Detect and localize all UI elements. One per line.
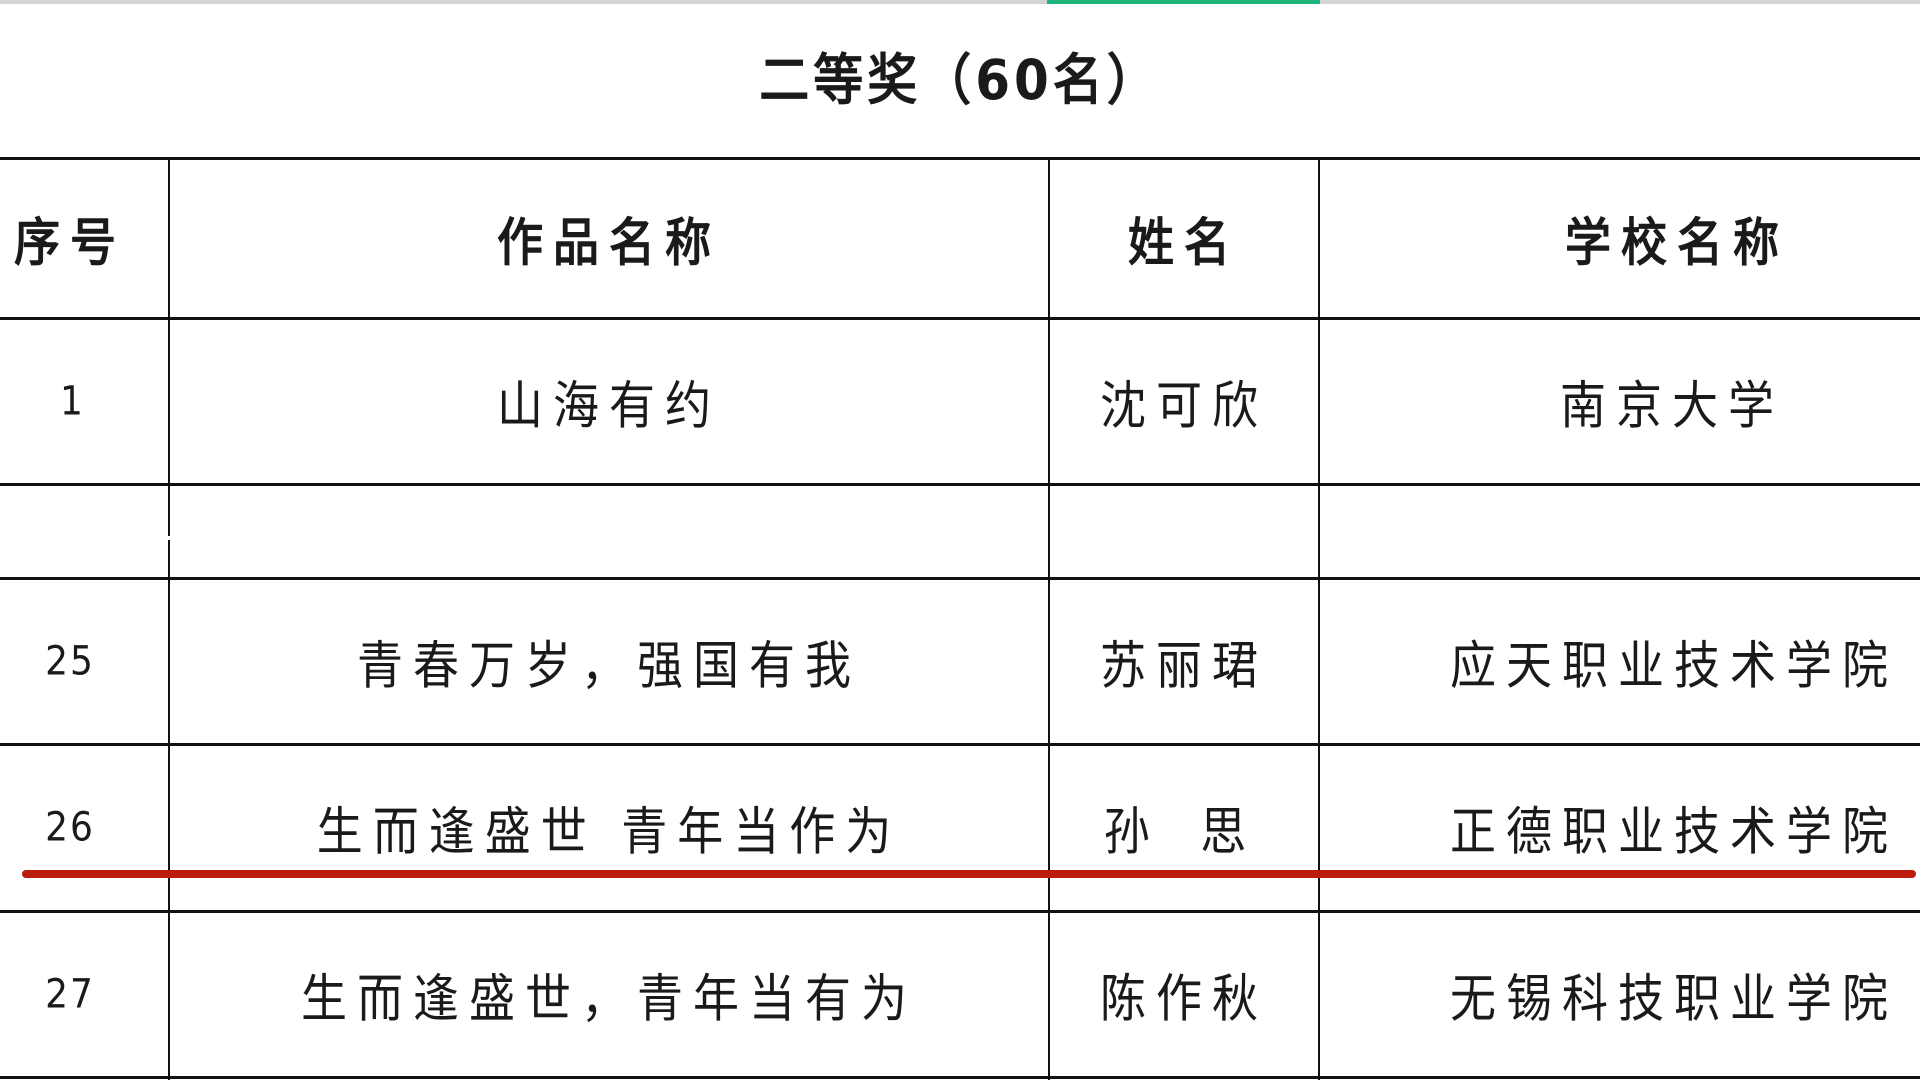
cell-school: 正德职业技术学院: [1450, 800, 1898, 862]
cell-no: 1: [60, 378, 85, 425]
cell-work: 生而逢盛世 青年当作为: [316, 800, 902, 862]
table-border: [0, 910, 1920, 913]
cell-school: 应天职业技术学院: [1450, 634, 1898, 696]
cell-work: 生而逢盛世，青年当有为: [301, 967, 917, 1029]
page-title: 二等奖（60名）: [759, 48, 1161, 113]
cell-name: 沈可欣: [1100, 374, 1268, 436]
table-border: [0, 483, 1920, 486]
header-school: 学校名称: [1565, 211, 1789, 273]
table-border: [0, 1076, 1920, 1079]
cell-no: 26: [45, 804, 95, 851]
column-divider: [168, 158, 170, 536]
active-tab-indicator: [1047, 0, 1320, 4]
header-no: 序号: [14, 211, 126, 273]
cell-no: 25: [45, 638, 95, 685]
cell-name: 苏丽珺: [1100, 634, 1268, 696]
top-tab-bar: [0, 0, 1920, 4]
column-divider: [1048, 158, 1050, 1080]
header-work: 作品名称: [497, 211, 721, 273]
column-divider: [168, 540, 170, 1080]
cell-work: 青春万岁，强国有我: [357, 634, 861, 696]
table-border: [0, 743, 1920, 746]
column-divider: [1318, 158, 1320, 1080]
cell-no: 27: [45, 971, 95, 1018]
cell-school: 南京大学: [1560, 374, 1784, 436]
table-border: [0, 317, 1920, 320]
header-name: 姓名: [1128, 211, 1240, 273]
table-border: [0, 157, 1920, 160]
cell-name: 孙 思: [1103, 800, 1265, 862]
cell-work: 山海有约: [497, 374, 721, 436]
cell-school: 无锡科技职业学院: [1450, 967, 1898, 1029]
table-border: [0, 577, 1920, 580]
red-underline-annotation: [22, 870, 1916, 878]
cell-name: 陈作秋: [1100, 967, 1268, 1029]
